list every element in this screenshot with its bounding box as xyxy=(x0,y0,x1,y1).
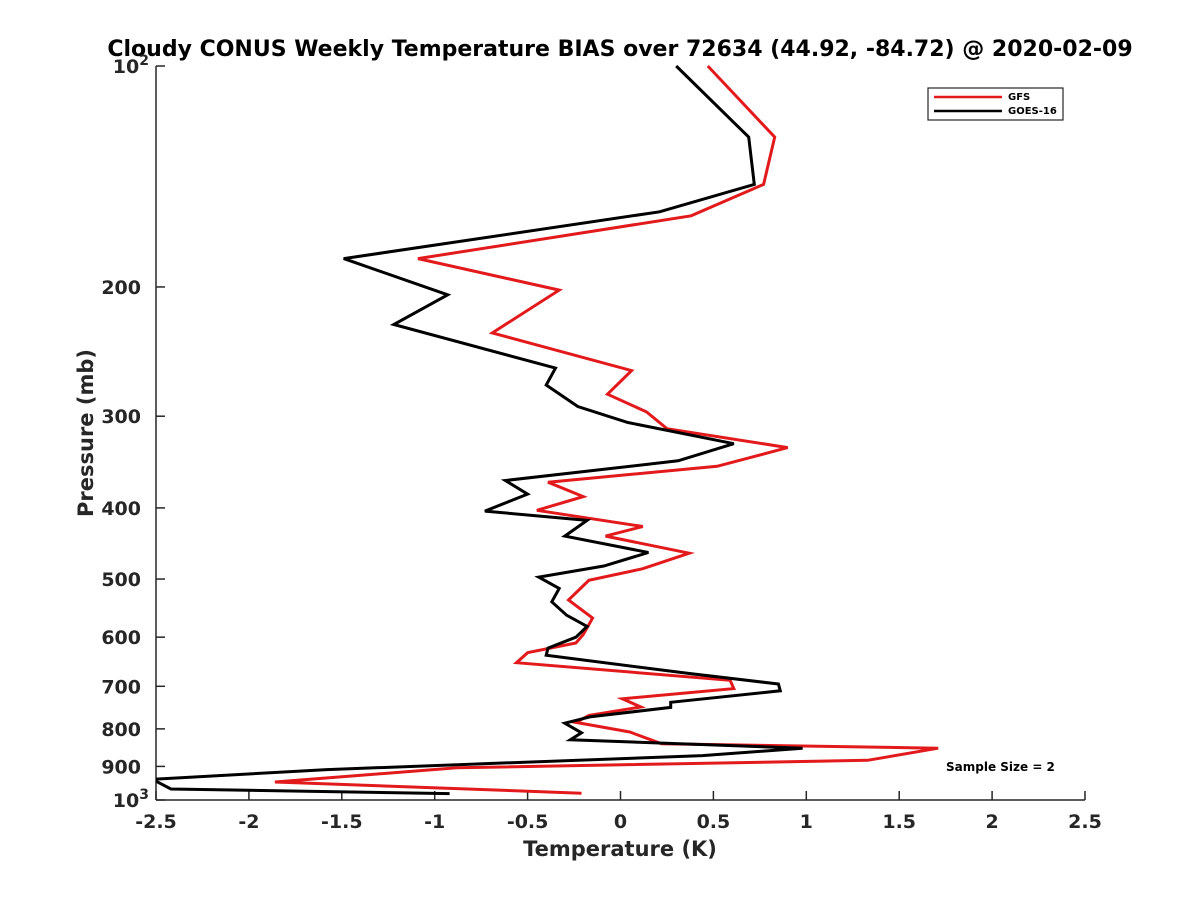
x-tick-label: -1 xyxy=(424,811,445,833)
y-axis-label: Pressure (mb) xyxy=(74,349,98,517)
y-tick-label: 102 xyxy=(113,53,149,78)
x-tick-label: 2 xyxy=(985,811,998,833)
x-axis-label: Temperature (K) xyxy=(523,837,717,861)
x-tick-label: -1.5 xyxy=(321,811,363,833)
chart-title: Cloudy CONUS Weekly Temperature BIAS ove… xyxy=(107,37,1132,62)
sample-size-annotation: Sample Size = 2 xyxy=(946,760,1055,774)
axes: -2.5 -2 -1.5 -1 -0.5 0 0.5 1 1.5 2 2.5 102 200 300 400… xyxy=(101,53,1102,833)
legend-label-goes-16: GOES-16 xyxy=(1008,106,1057,117)
y-tick-label: 500 xyxy=(101,569,141,591)
x-tick-label: 2.5 xyxy=(1068,811,1102,833)
series-layer xyxy=(156,64,939,796)
x-tick-label: -2.5 xyxy=(135,811,177,833)
x-tick-label: 0.5 xyxy=(697,811,731,833)
y-tick-label: 103 xyxy=(113,787,149,812)
x-tick-label: -0.5 xyxy=(507,811,549,833)
y-tick-label: 900 xyxy=(101,756,141,778)
x-tick-label: -2 xyxy=(238,811,259,833)
y-tick-label: 700 xyxy=(101,676,141,698)
x-tick-label: 1 xyxy=(800,811,813,833)
y-tick-label: 300 xyxy=(101,406,141,428)
x-tick-label: 1.5 xyxy=(882,811,916,833)
legend-label-gfs: GFS xyxy=(1008,92,1030,103)
y-tick-label: 400 xyxy=(101,498,141,520)
y-tick-label: 600 xyxy=(101,627,141,649)
y-tick-label: 800 xyxy=(101,719,141,741)
series-line-goes-16 xyxy=(156,64,803,796)
series-line-gfs xyxy=(274,64,939,795)
legend: GFS GOES-16 xyxy=(927,87,1064,121)
x-tick-label: 0 xyxy=(614,811,627,833)
legend-box xyxy=(927,87,1064,121)
y-tick-label: 200 xyxy=(101,277,141,299)
